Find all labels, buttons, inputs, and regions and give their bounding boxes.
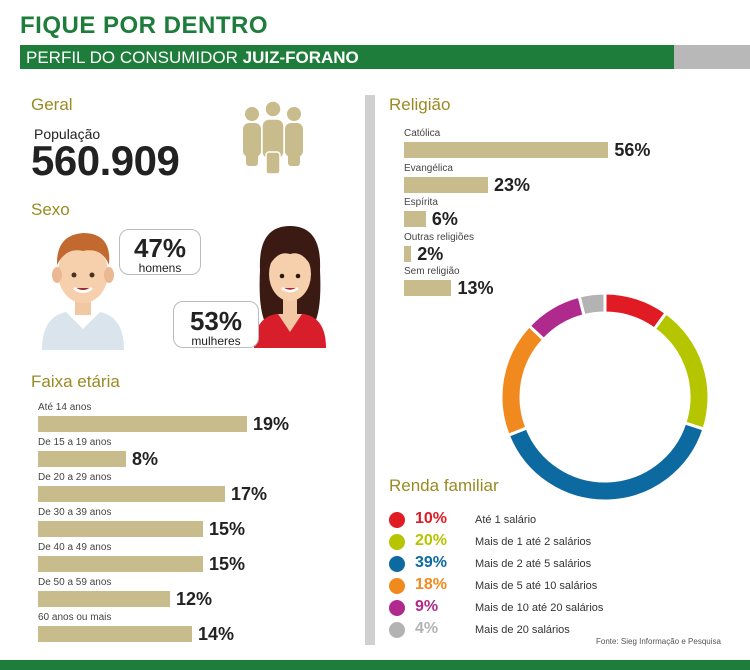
religion-value: 2%	[417, 243, 444, 264]
age-bar	[38, 521, 203, 537]
religion-value: 23%	[493, 174, 530, 195]
religion-label: Evangélica	[404, 162, 453, 174]
women-percent: 53%	[189, 306, 243, 336]
legend-percent: 4%	[415, 620, 439, 637]
age-value: 17%	[231, 484, 268, 504]
legend-label: Mais de 20 salários	[475, 624, 570, 636]
age-value: 15%	[209, 519, 246, 539]
age-value: 12%	[176, 589, 213, 609]
men-percent: 47%	[133, 233, 187, 263]
religion-label: Espírita	[404, 197, 438, 208]
age-bar	[38, 626, 192, 642]
age-bar	[38, 416, 247, 432]
legend-percent: 10%	[415, 510, 448, 527]
renda-heading: Renda familiar	[389, 476, 499, 495]
population-value: 560.909	[31, 137, 180, 184]
woman-avatar-icon	[254, 226, 326, 348]
religion-bar	[404, 176, 488, 193]
age-value: 19%	[253, 414, 290, 434]
faixa-heading: Faixa etária	[31, 372, 120, 391]
legend-dot	[389, 534, 405, 550]
donut-slice	[506, 421, 706, 503]
religion-label: Outras religiões	[404, 231, 475, 243]
age-label: De 50 a 59 anos	[38, 577, 112, 588]
religion-label: Sem religião	[404, 266, 460, 277]
age-label: De 20 a 29 anos	[38, 472, 112, 483]
sexo-heading: Sexo	[31, 200, 70, 219]
legend-percent: 20%	[415, 532, 448, 549]
age-value: 14%	[198, 624, 235, 644]
age-bar	[38, 486, 225, 502]
age-label: Até 14 anos	[38, 402, 92, 413]
legend-label: Mais de 5 até 10 salários	[475, 580, 598, 592]
women-bubble: 53% mulheres	[173, 301, 259, 348]
donut-slice	[577, 291, 607, 318]
religion-bar	[404, 245, 412, 262]
donut-slice	[652, 310, 711, 432]
age-bar	[38, 556, 203, 572]
age-label: De 30 a 39 anos	[38, 507, 112, 518]
women-label: mulheres	[191, 334, 241, 348]
religion-bar	[404, 211, 426, 227]
column-divider	[365, 95, 375, 645]
religion-bar	[404, 142, 609, 158]
age-label: 60 anos ou mais	[38, 612, 112, 623]
legend-label: Mais de 10 até 20 salários	[475, 602, 604, 614]
legend-label: Mais de 2 até 5 salários	[475, 558, 592, 570]
legend-label: Até 1 salário	[475, 514, 537, 526]
legend-dot	[389, 622, 405, 638]
men-label: homens	[138, 261, 182, 275]
legend-dot	[389, 578, 405, 594]
age-label: De 15 a 19 anos	[38, 437, 112, 448]
subtitle: PERFIL DO CONSUMIDOR JUIZ-FORANO	[26, 48, 359, 68]
age-bar	[38, 591, 170, 607]
religion-value: 6%	[431, 209, 458, 229]
age-bar	[38, 451, 126, 467]
religion-label: Católica	[404, 128, 441, 139]
source-note: Fonte: Sieg Informação e Pesquisa	[596, 637, 721, 646]
religion-bar	[404, 280, 452, 296]
legend-dot	[389, 512, 405, 528]
religion-value: 56%	[614, 140, 651, 160]
men-bubble: 47% homens	[119, 229, 201, 275]
legend-percent: 9%	[415, 598, 439, 615]
religion-value: 13%	[457, 278, 494, 298]
page-title: FIQUE POR DENTRO	[20, 12, 269, 39]
population-label: População	[34, 126, 101, 142]
age-label: De 40 a 49 anos	[38, 542, 112, 553]
man-avatar-icon	[42, 233, 124, 350]
age-value: 15%	[209, 554, 246, 574]
subtitle-bar-green: PERFIL DO CONSUMIDOR JUIZ-FORANO	[20, 45, 674, 69]
legend-label: Mais de 1 até 2 salários	[475, 536, 592, 548]
legend-dot	[389, 556, 405, 572]
religiao-heading: Religião	[389, 95, 451, 114]
subtitle-bar: PERFIL DO CONSUMIDOR JUIZ-FORANO	[20, 45, 750, 69]
subtitle-bold: JUIZ-FORANO	[242, 48, 359, 67]
donut-slice	[499, 323, 546, 438]
age-value: 8%	[132, 449, 159, 469]
footer-bar	[0, 660, 750, 670]
people-group-icon	[243, 100, 303, 175]
subtitle-prefix: PERFIL DO CONSUMIDOR	[26, 48, 243, 67]
income-donut-chart	[499, 291, 711, 503]
geral-heading: Geral	[31, 95, 73, 114]
legend-dot	[389, 600, 405, 616]
legend-percent: 39%	[415, 554, 448, 571]
legend-percent: 18%	[415, 576, 448, 593]
donut-slice	[527, 294, 586, 342]
